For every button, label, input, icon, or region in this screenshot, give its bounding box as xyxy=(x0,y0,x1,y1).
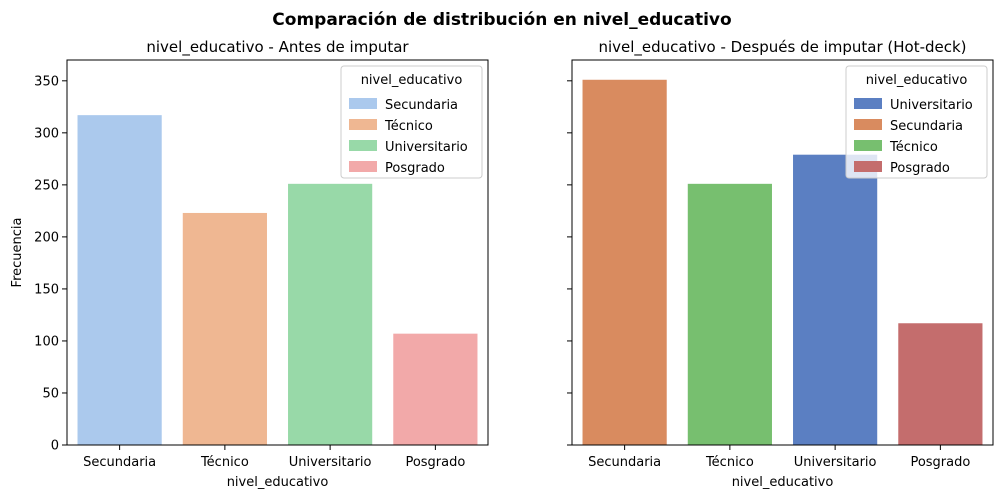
legend-entry-label: Secundaria xyxy=(890,119,963,134)
bar-2-2 xyxy=(687,183,772,445)
plot-frame xyxy=(571,59,994,446)
legend-swatch xyxy=(854,119,882,130)
x-tick-label: Universitario xyxy=(289,455,372,470)
legend: nivel_educativo Secundaria Técnico Universi… xyxy=(340,65,483,179)
chart-panel-1: 0 50 100 150 200 250 300 350 Secundaria Técnico Un… xyxy=(10,38,489,490)
bar-1-3 xyxy=(288,183,373,445)
x-tick-label: Técnico xyxy=(705,455,754,470)
y-tick-label: 0 xyxy=(51,439,59,454)
y-tick-label: 250 xyxy=(34,178,59,193)
x-tick-label: Universitario xyxy=(794,455,877,470)
panel-title: nivel_educativo - Antes de imputar xyxy=(146,38,409,57)
legend-swatch xyxy=(349,161,377,172)
legend-entry-label: Universitario xyxy=(890,98,973,113)
plot-frame xyxy=(66,59,489,446)
bar-2-4 xyxy=(898,323,983,445)
chart-panel-2: Secundaria Técnico Universitario Posgradoni… xyxy=(567,38,994,490)
legend-title: nivel_educativo xyxy=(361,73,463,88)
y-tick-label: 350 xyxy=(34,74,59,89)
bar-1-2 xyxy=(182,212,267,445)
legend-entry-label: Técnico xyxy=(384,119,433,134)
legend-title: nivel_educativo xyxy=(866,73,968,88)
y-tick-label: 200 xyxy=(34,230,59,245)
legend-swatch xyxy=(854,161,882,172)
x-axis-label: nivel_educativo xyxy=(227,475,329,490)
figure-title: Comparación de distribución en nivel_edu… xyxy=(272,10,731,30)
y-tick-label: 150 xyxy=(34,282,59,297)
x-tick-label: Secundaria xyxy=(83,455,156,470)
legend: nivel_educativo Universitario Secundaria Té… xyxy=(845,65,988,179)
legend-swatch xyxy=(349,119,377,130)
legend-swatch xyxy=(349,98,377,109)
bar-1-4 xyxy=(393,333,478,445)
legend-swatch xyxy=(854,98,882,109)
bar-2-3 xyxy=(793,154,878,445)
y-tick-label: 300 xyxy=(34,126,59,141)
legend-entry-label: Técnico xyxy=(889,140,938,155)
legend-entry-label: Posgrado xyxy=(385,161,445,176)
x-tick-label: Posgrado xyxy=(910,455,970,470)
legend-swatch xyxy=(854,140,882,151)
y-tick-label: 100 xyxy=(34,334,59,349)
x-axis-label: nivel_educativo xyxy=(732,475,834,490)
x-tick-label: Posgrado xyxy=(405,455,465,470)
legend-entry-label: Universitario xyxy=(385,140,468,155)
bar-2-1 xyxy=(582,79,667,446)
legend-entry-label: Secundaria xyxy=(385,98,458,113)
legend-swatch xyxy=(349,140,377,151)
panel-title: nivel_educativo - Después de imputar (Ho… xyxy=(598,38,966,57)
x-tick-label: Secundaria xyxy=(588,455,661,470)
bar-1-1 xyxy=(77,115,162,445)
x-tick-label: Técnico xyxy=(200,455,249,470)
y-axis-label: Frecuencia xyxy=(10,218,25,288)
legend-entry-label: Posgrado xyxy=(890,161,950,176)
y-tick-label: 50 xyxy=(42,386,59,401)
